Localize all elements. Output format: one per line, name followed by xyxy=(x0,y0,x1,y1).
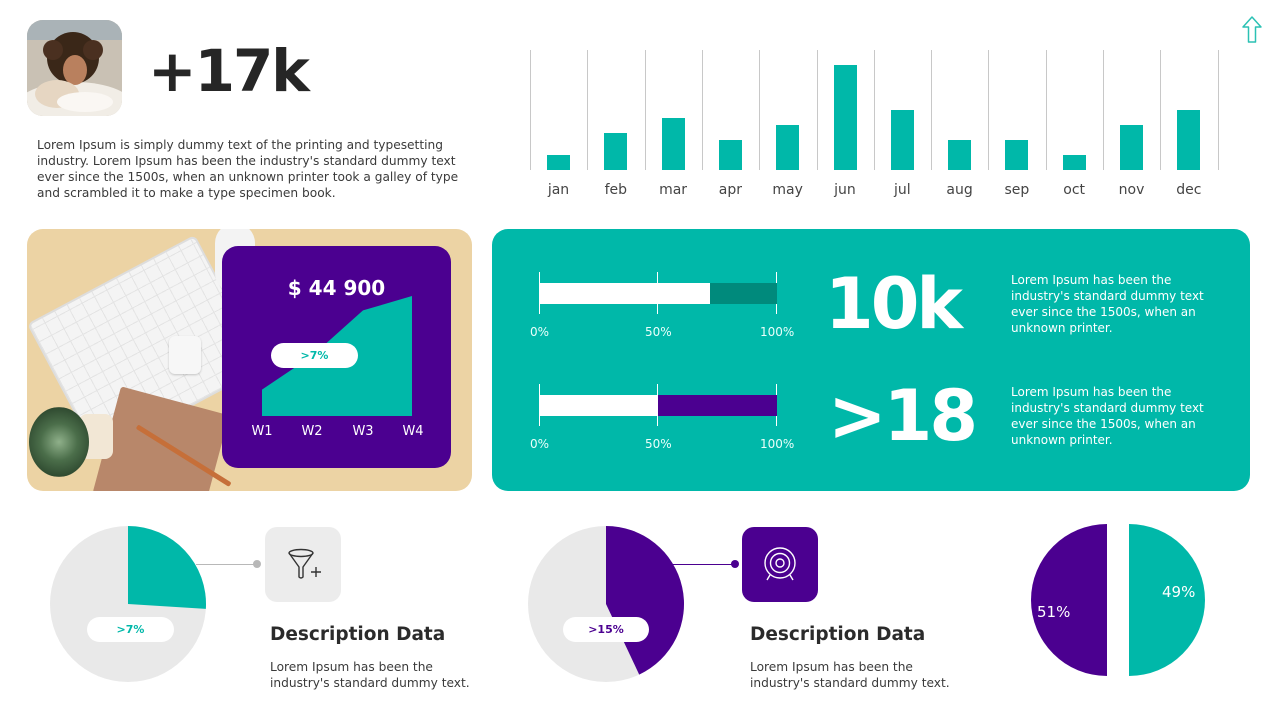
connector-dot xyxy=(253,560,261,568)
month-label: oct xyxy=(1063,182,1086,198)
connector-line xyxy=(196,564,256,565)
tick-label: 0% xyxy=(530,325,550,339)
bar-oct xyxy=(1062,155,1086,170)
intro-text: Lorem Ipsum is simply dummy text of the … xyxy=(37,138,459,200)
month-label: jan xyxy=(547,182,570,198)
grid-separator xyxy=(759,50,761,170)
stat-18: >18 xyxy=(828,375,978,457)
revenue-amount: $ 44 900 xyxy=(287,276,386,300)
grid-separator xyxy=(873,50,875,170)
split-right-label: 49% xyxy=(1162,583,1196,601)
bar-sep xyxy=(1005,140,1029,170)
bar-mar xyxy=(661,117,685,170)
growth-badge: >7% xyxy=(271,343,358,368)
revenue-card: $ 44 900 >7% W1 W2 W3 W4 xyxy=(222,246,451,468)
week-label: W2 xyxy=(301,424,323,439)
headline-stat: +17k xyxy=(148,37,310,105)
month-label: jul xyxy=(893,182,911,198)
split-left-label: 51% xyxy=(1037,603,1071,621)
pie-badge: >7% xyxy=(87,617,174,642)
month-label: dec xyxy=(1176,182,1202,198)
funnel-plus-icon xyxy=(265,527,341,602)
bar-feb xyxy=(604,132,628,170)
month-label: feb xyxy=(604,182,628,198)
progress-remainder xyxy=(710,283,777,304)
progress-fill xyxy=(539,395,658,416)
bar-dec xyxy=(1177,110,1201,170)
month-label: aug xyxy=(946,182,973,198)
stat-10k: 10k xyxy=(825,263,963,345)
stat-description: Lorem Ipsum has been the industry's stan… xyxy=(1011,385,1204,447)
week-label: W3 xyxy=(352,424,374,439)
avatar-photo xyxy=(27,20,122,116)
bar-jan xyxy=(547,155,570,170)
bar-jun xyxy=(833,65,857,170)
grid-separator xyxy=(931,50,933,170)
bar-apr xyxy=(718,140,742,170)
pie-chart-purple xyxy=(528,526,685,682)
tick-label: 50% xyxy=(645,437,672,451)
pie-badge: >15% xyxy=(563,617,649,642)
grid-separator xyxy=(530,50,531,170)
monthly-bar-chart: jan feb mar apr may jun jul aug sep oct nov dec xyxy=(530,50,1219,210)
grid-separator xyxy=(701,50,703,170)
bar-nov xyxy=(1120,125,1143,170)
bar-jul xyxy=(890,110,914,170)
progress-fill xyxy=(539,283,711,304)
grid-separator xyxy=(1160,50,1162,170)
earbuds-case-illustration xyxy=(169,336,201,374)
tick-label: 50% xyxy=(645,325,672,339)
grid-separator xyxy=(587,50,589,170)
month-label: jun xyxy=(834,182,856,198)
target-icon xyxy=(742,527,818,602)
bar-may xyxy=(776,125,800,170)
week-label: W4 xyxy=(402,424,424,439)
pie-chart-teal xyxy=(50,526,207,682)
month-label: may xyxy=(772,182,803,198)
month-label: mar xyxy=(659,182,688,198)
grid-separator xyxy=(1045,50,1047,170)
description-title: Description Data xyxy=(750,624,926,645)
month-label: apr xyxy=(718,182,742,198)
grid-separator xyxy=(1217,50,1219,170)
grid-separator xyxy=(988,50,990,170)
week-label: W1 xyxy=(251,424,273,439)
tick-label: 100% xyxy=(760,437,795,451)
tick-label: 0% xyxy=(530,437,550,451)
month-label: sep xyxy=(1004,182,1030,198)
grid-separator xyxy=(644,50,646,170)
month-label: nov xyxy=(1118,182,1145,198)
person-photo-illustration xyxy=(27,20,122,116)
description-body: Lorem Ipsum has been the industry's stan… xyxy=(270,660,470,690)
progress-remainder xyxy=(658,395,777,416)
bar-aug xyxy=(948,140,972,170)
grid-separator xyxy=(1103,50,1104,170)
stat-description: Lorem Ipsum has been the industry's stan… xyxy=(1011,273,1204,335)
description-body: Lorem Ipsum has been the industry's stan… xyxy=(750,660,950,690)
grid-separator xyxy=(816,50,818,170)
up-arrow-icon[interactable] xyxy=(1241,15,1263,45)
progress-panel: 0% 50% 100% 10k Lorem Ipsum has been the… xyxy=(492,229,1250,491)
split-pie-chart xyxy=(1031,524,1205,676)
connector-line xyxy=(672,564,734,565)
connector-dot xyxy=(731,560,739,568)
succulent-illustration xyxy=(29,407,89,477)
description-title: Description Data xyxy=(270,624,446,645)
tick-label: 100% xyxy=(760,325,795,339)
